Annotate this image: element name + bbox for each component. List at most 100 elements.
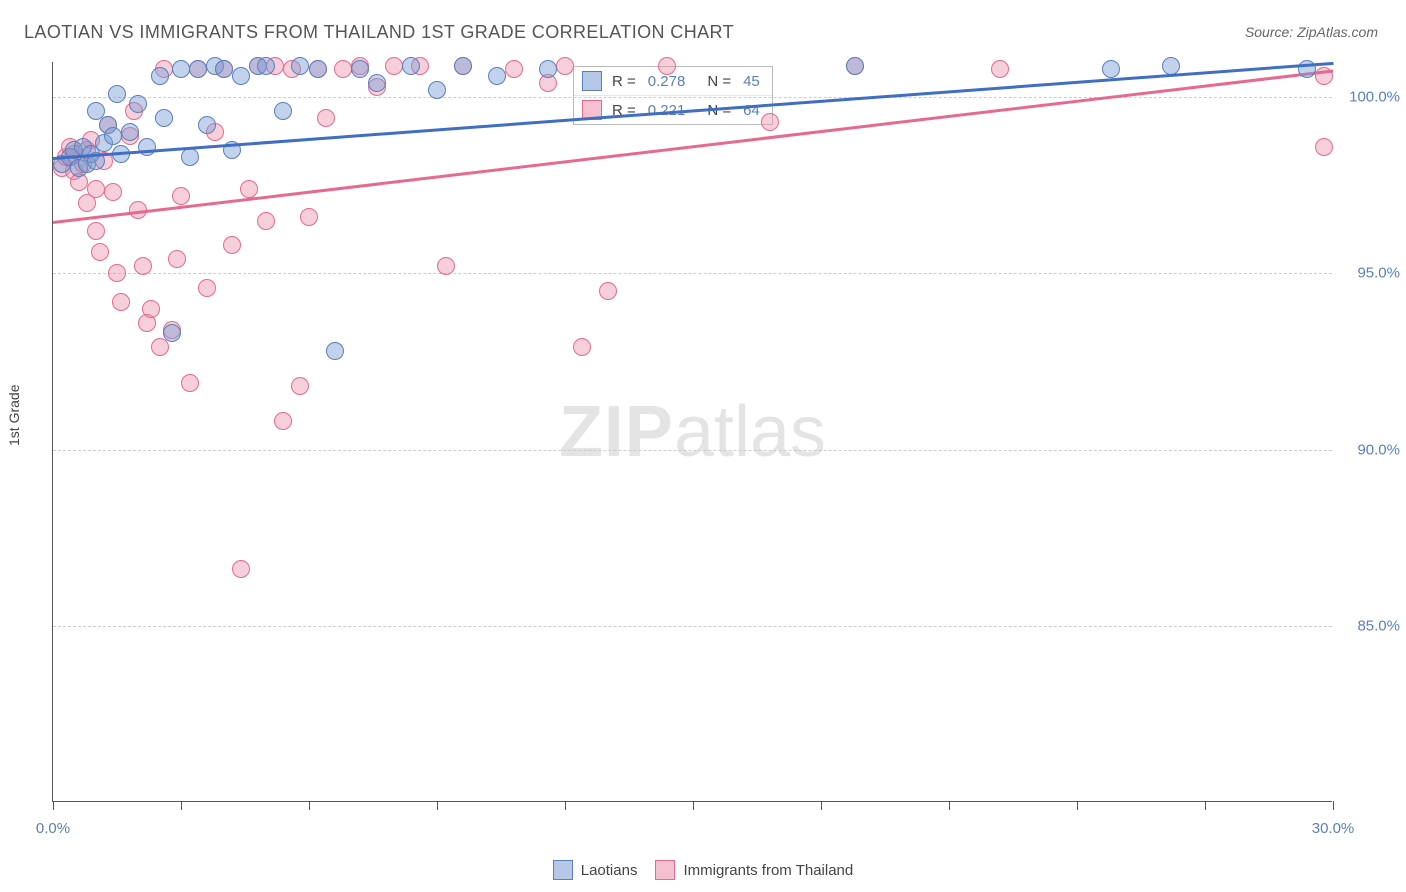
- laotians-marker: [326, 342, 344, 360]
- watermark-zip: ZIP: [559, 392, 674, 472]
- x-tick: [949, 801, 950, 810]
- thailand-marker: [87, 180, 105, 198]
- thailand-marker: [223, 236, 241, 254]
- chart-title: LAOTIAN VS IMMIGRANTS FROM THAILAND 1ST …: [24, 22, 734, 43]
- legend-item-thailand: Immigrants from Thailand: [655, 860, 853, 880]
- laotians-marker: [351, 60, 369, 78]
- thailand-marker: [134, 257, 152, 275]
- thailand-marker: [172, 187, 190, 205]
- thailand-marker: [556, 57, 574, 75]
- x-tick: [309, 801, 310, 810]
- laotians-marker: [274, 102, 292, 120]
- thailand-marker: [599, 282, 617, 300]
- thailand-marker: [317, 109, 335, 127]
- thailand-marker: [112, 293, 130, 311]
- thailand-marker: [291, 377, 309, 395]
- n-value-laotians: 45: [743, 73, 760, 90]
- y-tick-label: 85.0%: [1340, 617, 1400, 634]
- y-tick-label: 95.0%: [1340, 265, 1400, 282]
- laotians-marker: [309, 60, 327, 78]
- n-label: N =: [707, 73, 731, 90]
- laotians-marker: [488, 67, 506, 85]
- x-tick: [1077, 801, 1078, 810]
- laotians-marker: [155, 109, 173, 127]
- thailand-marker: [151, 338, 169, 356]
- laotians-marker: [846, 57, 864, 75]
- laotians-marker: [108, 85, 126, 103]
- thailand-marker: [761, 113, 779, 131]
- laotians-marker: [151, 67, 169, 85]
- x-tick-label: 0.0%: [36, 820, 70, 837]
- laotians-marker: [104, 127, 122, 145]
- thailand-marker: [108, 264, 126, 282]
- y-tick-label: 90.0%: [1340, 441, 1400, 458]
- thailand-marker: [198, 279, 216, 297]
- y-gridline: [53, 273, 1332, 274]
- x-tick: [181, 801, 182, 810]
- stats-row-thailand: R = 0.221 N = 64: [574, 95, 772, 124]
- legend-label-laotians: Laotians: [581, 862, 638, 879]
- x-tick: [821, 801, 822, 810]
- plot-area: ZIPatlas R = 0.278 N = 45 R = 0.221 N = …: [52, 62, 1332, 802]
- r-value-laotians: 0.278: [648, 73, 686, 90]
- laotians-marker: [129, 95, 147, 113]
- y-gridline: [53, 97, 1332, 98]
- x-tick: [693, 801, 694, 810]
- y-gridline: [53, 450, 1332, 451]
- thailand-marker: [87, 222, 105, 240]
- laotians-marker: [1102, 60, 1120, 78]
- thailand-marker: [437, 257, 455, 275]
- laotians-marker: [198, 116, 216, 134]
- laotians-marker: [181, 148, 199, 166]
- laotians-marker: [172, 60, 190, 78]
- laotians-marker: [257, 57, 275, 75]
- legend-item-laotians: Laotians: [553, 860, 638, 880]
- laotians-marker: [454, 57, 472, 75]
- legend-swatch-thailand: [655, 860, 675, 880]
- x-tick: [53, 801, 54, 810]
- x-tick: [1333, 801, 1334, 810]
- thailand-marker: [232, 560, 250, 578]
- thailand-marker: [274, 412, 292, 430]
- laotians-marker: [368, 74, 386, 92]
- thailand-marker: [104, 183, 122, 201]
- laotians-marker: [291, 57, 309, 75]
- laotians-marker: [539, 60, 557, 78]
- y-axis-title: 1st Grade: [6, 385, 22, 446]
- thailand-marker: [181, 374, 199, 392]
- y-gridline: [53, 626, 1332, 627]
- y-tick-label: 100.0%: [1340, 89, 1400, 106]
- thailand-marker: [991, 60, 1009, 78]
- source-text: Source: ZipAtlas.com: [1245, 24, 1378, 40]
- thailand-marker: [142, 300, 160, 318]
- thailand-marker: [334, 60, 352, 78]
- legend-swatch-laotians: [553, 860, 573, 880]
- thailand-marker: [385, 57, 403, 75]
- laotians-marker: [402, 57, 420, 75]
- x-tick: [1205, 801, 1206, 810]
- watermark-atlas: atlas: [674, 392, 826, 472]
- watermark: ZIPatlas: [559, 391, 826, 473]
- thailand-marker: [1315, 138, 1333, 156]
- x-tick: [565, 801, 566, 810]
- swatch-laotians: [582, 71, 602, 91]
- legend-label-thailand: Immigrants from Thailand: [683, 862, 853, 879]
- thailand-marker: [658, 57, 676, 75]
- laotians-marker: [232, 67, 250, 85]
- thailand-marker: [573, 338, 591, 356]
- laotians-marker: [121, 123, 139, 141]
- laotians-marker: [428, 81, 446, 99]
- laotians-marker: [1162, 57, 1180, 75]
- chart-container: LAOTIAN VS IMMIGRANTS FROM THAILAND 1ST …: [0, 0, 1406, 892]
- laotians-marker: [163, 324, 181, 342]
- thailand-marker: [168, 250, 186, 268]
- r-label: R =: [612, 73, 636, 90]
- thailand-marker: [257, 212, 275, 230]
- laotians-marker: [189, 60, 207, 78]
- thailand-marker: [240, 180, 258, 198]
- thailand-marker: [91, 243, 109, 261]
- thailand-marker: [505, 60, 523, 78]
- thailand-marker: [300, 208, 318, 226]
- x-tick: [437, 801, 438, 810]
- laotians-marker: [215, 60, 233, 78]
